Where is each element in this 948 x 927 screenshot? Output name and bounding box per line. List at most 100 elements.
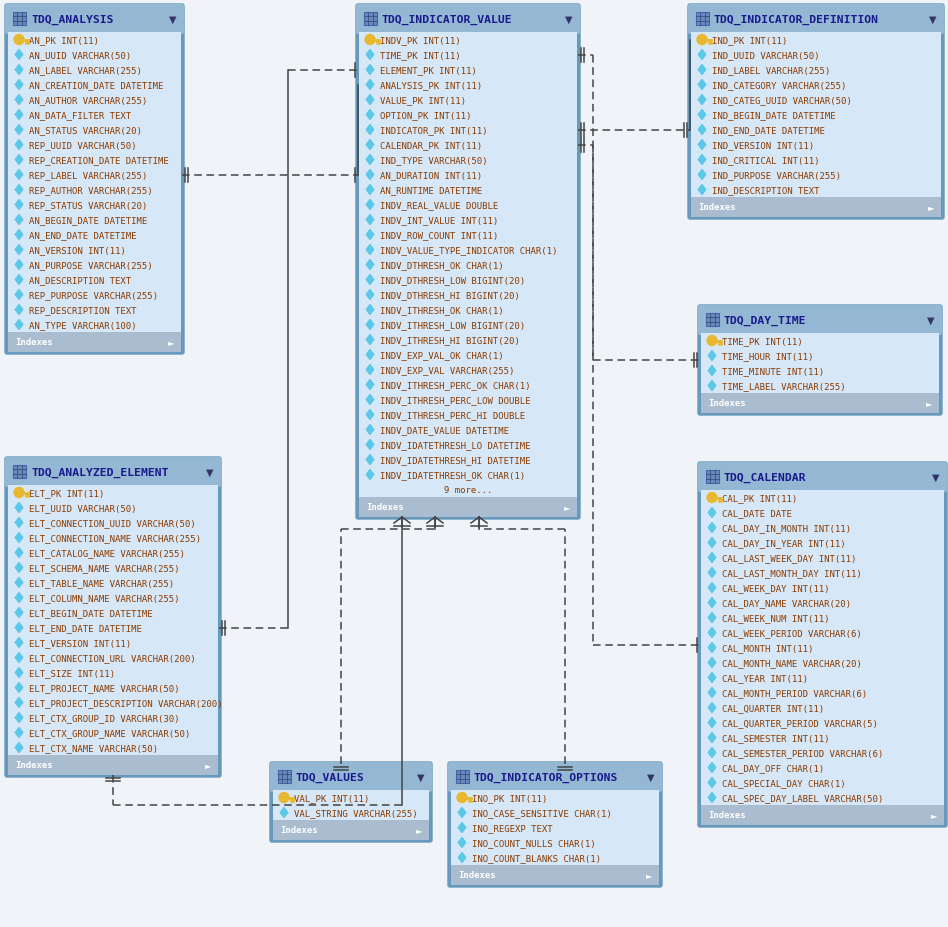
FancyBboxPatch shape (359, 482, 577, 498)
Polygon shape (699, 50, 705, 60)
Text: REP_PURPOSE VARCHAR(255): REP_PURPOSE VARCHAR(255) (29, 291, 158, 299)
Text: CAL_DAY_NAME VARCHAR(20): CAL_DAY_NAME VARCHAR(20) (722, 598, 851, 607)
Text: ►: ► (931, 810, 937, 819)
Polygon shape (708, 381, 716, 391)
Text: IND_VERSION INT(11): IND_VERSION INT(11) (712, 141, 814, 150)
Text: CAL_LAST_WEEK_DAY INT(11): CAL_LAST_WEEK_DAY INT(11) (722, 553, 856, 563)
Text: ELT_TABLE_NAME VARCHAR(255): ELT_TABLE_NAME VARCHAR(255) (29, 578, 174, 588)
Polygon shape (15, 578, 23, 588)
Text: ELT_BEGIN_DATE DATETIME: ELT_BEGIN_DATE DATETIME (29, 608, 153, 617)
Polygon shape (458, 853, 465, 862)
Text: INDV_ITHRESH_OK CHAR(1): INDV_ITHRESH_OK CHAR(1) (380, 306, 503, 314)
Text: IND_END_DATE DATETIME: IND_END_DATE DATETIME (712, 126, 825, 134)
Polygon shape (15, 171, 23, 181)
FancyBboxPatch shape (8, 635, 218, 651)
FancyBboxPatch shape (359, 318, 577, 333)
FancyBboxPatch shape (8, 605, 218, 620)
Polygon shape (15, 305, 23, 315)
FancyBboxPatch shape (8, 318, 181, 333)
FancyBboxPatch shape (451, 835, 659, 850)
Text: ELT_SCHEMA_NAME VARCHAR(255): ELT_SCHEMA_NAME VARCHAR(255) (29, 564, 179, 572)
Polygon shape (708, 552, 716, 563)
Text: CAL_MONTH_PERIOD VARCHAR(6): CAL_MONTH_PERIOD VARCHAR(6) (722, 688, 867, 697)
FancyBboxPatch shape (8, 63, 181, 78)
FancyBboxPatch shape (8, 123, 181, 138)
FancyBboxPatch shape (701, 641, 944, 655)
Text: AN_TYPE VARCHAR(100): AN_TYPE VARCHAR(100) (29, 321, 137, 330)
Polygon shape (708, 642, 716, 653)
Text: AN_STATUS VARCHAR(20): AN_STATUS VARCHAR(20) (29, 126, 142, 134)
Text: TDQ_INDICATOR_VALUE: TDQ_INDICATOR_VALUE (382, 15, 513, 25)
FancyBboxPatch shape (451, 820, 659, 835)
Text: INDV_EXP_VAL VARCHAR(255): INDV_EXP_VAL VARCHAR(255) (380, 365, 515, 375)
Text: IND_CATEGORY VARCHAR(255): IND_CATEGORY VARCHAR(255) (712, 81, 847, 90)
FancyBboxPatch shape (8, 561, 218, 576)
FancyBboxPatch shape (698, 463, 947, 827)
FancyBboxPatch shape (701, 760, 944, 775)
FancyBboxPatch shape (8, 651, 218, 666)
FancyBboxPatch shape (451, 790, 659, 806)
FancyBboxPatch shape (701, 363, 939, 378)
FancyBboxPatch shape (8, 48, 181, 63)
FancyBboxPatch shape (456, 770, 469, 783)
Polygon shape (15, 593, 23, 603)
Polygon shape (15, 156, 23, 165)
Text: IND_DESCRIPTION TEXT: IND_DESCRIPTION TEXT (712, 185, 819, 195)
FancyBboxPatch shape (278, 770, 291, 783)
Polygon shape (15, 683, 23, 692)
FancyBboxPatch shape (451, 865, 659, 885)
FancyBboxPatch shape (691, 153, 941, 168)
FancyBboxPatch shape (359, 333, 577, 348)
Polygon shape (708, 351, 716, 362)
Polygon shape (708, 598, 716, 608)
Polygon shape (458, 822, 465, 832)
FancyBboxPatch shape (691, 183, 941, 197)
Polygon shape (15, 110, 23, 121)
FancyBboxPatch shape (701, 790, 944, 806)
Text: INDV_ITHRESH_PERC_HI DOUBLE: INDV_ITHRESH_PERC_HI DOUBLE (380, 411, 525, 420)
Polygon shape (366, 171, 374, 181)
Polygon shape (366, 50, 374, 60)
Text: TDQ_ANALYZED_ELEMENT: TDQ_ANALYZED_ELEMENT (31, 467, 169, 477)
Polygon shape (708, 366, 716, 376)
Text: ELT_UUID VARCHAR(50): ELT_UUID VARCHAR(50) (29, 503, 137, 513)
Text: ►: ► (205, 761, 211, 769)
Polygon shape (708, 688, 716, 698)
FancyBboxPatch shape (356, 5, 580, 35)
Text: CAL_QUARTER_PERIOD VARCHAR(5): CAL_QUARTER_PERIOD VARCHAR(5) (722, 718, 878, 727)
Polygon shape (366, 95, 374, 106)
FancyBboxPatch shape (359, 183, 577, 197)
FancyBboxPatch shape (698, 306, 942, 336)
Polygon shape (708, 508, 716, 518)
FancyBboxPatch shape (359, 287, 577, 303)
FancyBboxPatch shape (8, 710, 218, 725)
Text: Indexes: Indexes (15, 761, 53, 769)
Text: CAL_SEMESTER INT(11): CAL_SEMESTER INT(11) (722, 733, 830, 743)
Text: Indexes: Indexes (280, 826, 318, 834)
Polygon shape (366, 380, 374, 390)
Text: Indexes: Indexes (708, 399, 746, 408)
Polygon shape (15, 608, 23, 617)
Polygon shape (15, 246, 23, 255)
Polygon shape (708, 673, 716, 683)
FancyBboxPatch shape (359, 303, 577, 318)
FancyBboxPatch shape (8, 756, 218, 775)
FancyBboxPatch shape (5, 458, 221, 777)
Text: CAL_SPEC_DAY_LABEL VARCHAR(50): CAL_SPEC_DAY_LABEL VARCHAR(50) (722, 794, 884, 802)
FancyBboxPatch shape (8, 576, 218, 590)
FancyBboxPatch shape (8, 303, 181, 318)
FancyBboxPatch shape (701, 565, 944, 580)
Polygon shape (15, 533, 23, 543)
Text: AN_DATA_FILTER TEXT: AN_DATA_FILTER TEXT (29, 111, 131, 120)
Text: CALENDAR_PK INT(11): CALENDAR_PK INT(11) (380, 141, 483, 150)
Text: IND_TYPE VARCHAR(50): IND_TYPE VARCHAR(50) (380, 156, 487, 165)
Text: CAL_MONTH INT(11): CAL_MONTH INT(11) (722, 643, 813, 653)
Text: ELT_CTX_NAME VARCHAR(50): ELT_CTX_NAME VARCHAR(50) (29, 743, 158, 752)
Text: AN_AUTHOR VARCHAR(255): AN_AUTHOR VARCHAR(255) (29, 95, 147, 105)
Text: IND_CATEG_UUID VARCHAR(50): IND_CATEG_UUID VARCHAR(50) (712, 95, 851, 105)
FancyBboxPatch shape (5, 5, 184, 355)
Polygon shape (15, 50, 23, 60)
Text: TDQ_INDICATOR_OPTIONS: TDQ_INDICATOR_OPTIONS (474, 772, 618, 782)
FancyBboxPatch shape (8, 486, 218, 501)
Text: INDV_ITHRESH_HI BIGINT(20): INDV_ITHRESH_HI BIGINT(20) (380, 336, 520, 345)
